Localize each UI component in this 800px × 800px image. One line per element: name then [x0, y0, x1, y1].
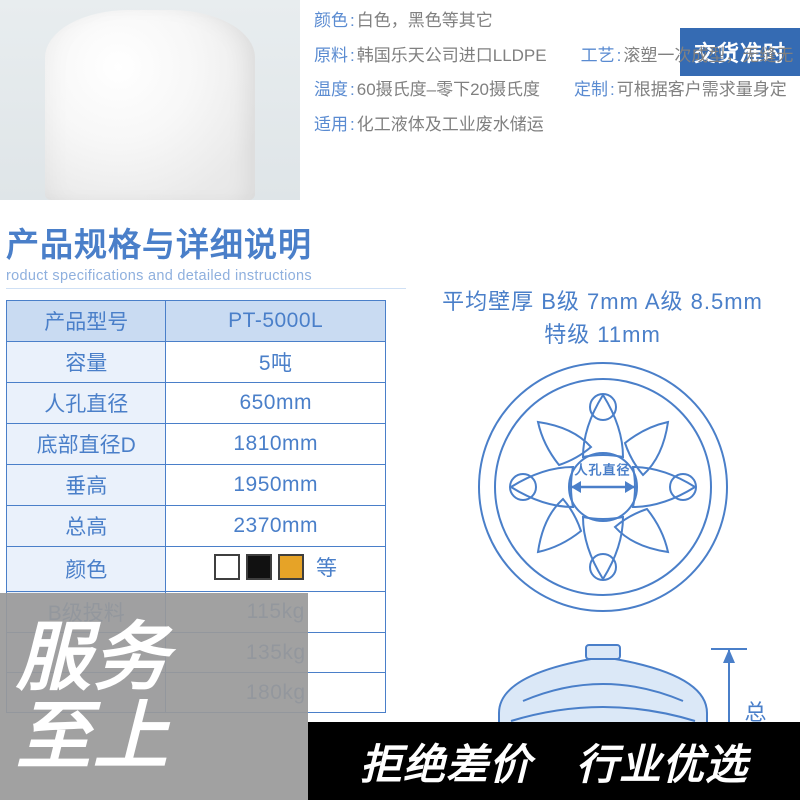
spec-value: 1810mm	[166, 424, 386, 465]
spec-label: 颜色	[7, 547, 166, 592]
spec-value: 5吨	[166, 342, 386, 383]
product-diagram: 平均壁厚 B级 7mm A级 8.5mm 特级 11mm	[405, 285, 800, 783]
section-heading-cn: 产品规格与详细说明	[6, 218, 406, 266]
overlay-left-line2: 至上	[16, 697, 308, 776]
attr-process: 工艺:滚塑一次成型，无缝无	[581, 47, 794, 66]
spec-value: 2370mm	[166, 506, 386, 547]
section-heading-en: roduct specifications and detailed instr…	[6, 268, 406, 284]
section-rule	[6, 288, 406, 289]
attr-temperature: 温度:60摄氏度–零下20摄氏度	[314, 81, 540, 100]
product-photo	[0, 0, 300, 200]
spec-label: 垂高	[7, 465, 166, 506]
tank-silhouette	[45, 10, 255, 200]
table-row: 容量5吨	[7, 342, 386, 383]
overlay-slogan-left: 服务 至上	[0, 593, 308, 800]
spec-label: 人孔直径	[7, 383, 166, 424]
table-row: 垂高1950mm	[7, 465, 386, 506]
attr-material: 原料:韩国乐天公司进口LLDPE	[314, 47, 547, 66]
spec-label: 容量	[7, 342, 166, 383]
color-swatch	[278, 554, 304, 580]
wall-thickness-text: 平均壁厚 B级 7mm A级 8.5mm 特级 11mm	[405, 285, 800, 351]
spec-value: 1950mm	[166, 465, 386, 506]
table-row: 颜色 等	[7, 547, 386, 592]
product-spec-page: 交货准时 颜色:白色，黑色等其它 原料:韩国乐天公司进口LLDPE 工艺:滚塑一…	[0, 0, 800, 800]
table-row: 产品型号PT-5000L	[7, 301, 386, 342]
spec-label: 总高	[7, 506, 166, 547]
table-row: 人孔直径650mm	[7, 383, 386, 424]
table-row: 底部直径D1810mm	[7, 424, 386, 465]
spec-value: 650mm	[166, 383, 386, 424]
attribute-list: 颜色:白色，黑色等其它 原料:韩国乐天公司进口LLDPE 工艺:滚塑一次成型，无…	[314, 12, 790, 151]
color-swatch	[246, 554, 272, 580]
attr-color: 颜色:白色，黑色等其它	[314, 12, 493, 31]
spec-label: 产品型号	[7, 301, 166, 342]
overlay-left-line1: 服务	[16, 618, 308, 697]
attr-application: 适用:化工液体及工业废水储运	[314, 116, 544, 135]
section-heading: 产品规格与详细说明 roduct specifications and deta…	[6, 218, 406, 289]
overlay-right-2: 行业优选	[576, 731, 748, 792]
overlay-right-1: 拒绝差价	[360, 731, 532, 792]
color-swatch	[214, 554, 240, 580]
attr-custom: 定制:可根据客户需求量身定	[574, 81, 787, 100]
top-view-drawing: 人孔直径	[473, 357, 733, 617]
manhole-diameter-label: 人孔直径	[574, 459, 630, 478]
spec-value: PT-5000L	[166, 301, 386, 342]
spec-value: 等	[166, 547, 386, 592]
table-row: 总高2370mm	[7, 506, 386, 547]
spec-label: 底部直径D	[7, 424, 166, 465]
overlay-slogan-right: 拒绝差价 行业优选	[308, 722, 800, 800]
